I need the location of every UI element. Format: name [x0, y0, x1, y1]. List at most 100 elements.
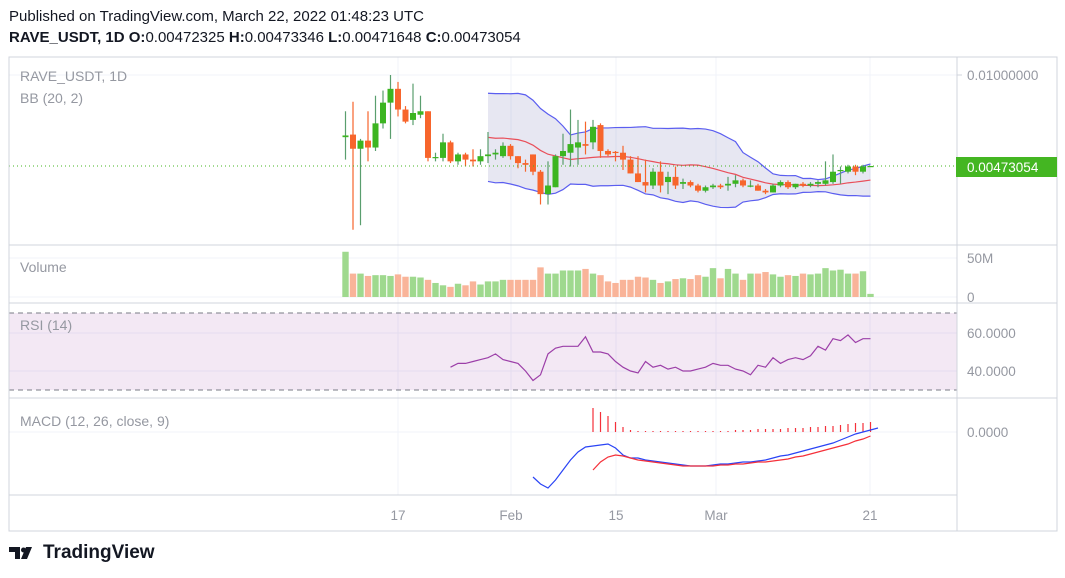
- volume-bar: [372, 275, 379, 297]
- candle-body: [605, 150, 611, 155]
- volume-axis-label: 0: [967, 290, 975, 305]
- volume-bar: [717, 278, 724, 297]
- candle-body: [507, 145, 514, 157]
- legend-bb[interactable]: BB (20, 2): [20, 90, 83, 106]
- candle-body: [620, 152, 626, 160]
- volume-bar: [784, 275, 792, 297]
- volume-bar: [529, 279, 537, 297]
- candle-body: [755, 185, 761, 191]
- candle-body: [665, 176, 671, 183]
- candle-body: [545, 185, 551, 195]
- close-label: C:: [425, 29, 442, 46]
- volume-bar: [469, 281, 477, 297]
- volume-bar: [544, 273, 552, 297]
- candle-body: [410, 112, 416, 120]
- candle-body: [462, 154, 469, 160]
- candle-body: [515, 156, 521, 164]
- macd-histogram-bar: [622, 427, 624, 432]
- volume-bar: [754, 273, 762, 297]
- candle-body: [417, 111, 424, 115]
- volume-bar: [829, 270, 837, 297]
- candle-body: [575, 142, 581, 148]
- macd-histogram-bar: [839, 425, 842, 432]
- legend-volume[interactable]: Volume: [20, 259, 67, 275]
- volume-bar: [687, 279, 694, 297]
- volume-bar: [364, 275, 372, 297]
- rsi-line: [450, 334, 871, 382]
- volume-bar: [807, 274, 814, 297]
- macd-histogram-bar: [854, 423, 857, 432]
- volume-bar: [357, 273, 364, 297]
- candle-body: [770, 185, 776, 193]
- bb-fill: [488, 93, 871, 208]
- candles: [342, 75, 874, 230]
- ohlc-line: RAVE_USDT, 1D O:0.00472325 H:0.00473346 …: [9, 29, 521, 46]
- candle-body: [725, 183, 731, 186]
- bb-upper: [487, 92, 871, 181]
- candle-body: [807, 183, 814, 186]
- volume-bar: [604, 281, 612, 297]
- candle-body: [440, 142, 446, 158]
- candle-body: [710, 185, 716, 188]
- candle-body: [612, 151, 619, 154]
- candle-body: [342, 135, 349, 138]
- legend-rsi[interactable]: RSI (14): [20, 317, 72, 333]
- brand-name: TradingView: [43, 542, 155, 563]
- candle-body: [365, 140, 371, 148]
- candle-body: [357, 140, 364, 149]
- legend-macd[interactable]: MACD (12, 26, close, 9): [20, 413, 169, 429]
- last-price-badge: [956, 157, 1057, 177]
- volume-bar: [739, 279, 747, 297]
- volume-bar: [409, 276, 417, 297]
- candle-body: [590, 126, 596, 143]
- candle-body: [470, 159, 476, 162]
- candle-body: [740, 180, 746, 186]
- high-value: 0.00473346: [244, 29, 324, 46]
- volume-bar: [702, 276, 709, 297]
- macd-histogram-bar: [607, 416, 609, 432]
- candle-body: [597, 125, 604, 151]
- macd-histogram-bar: [682, 431, 684, 432]
- time-axis-label: 15: [608, 508, 623, 523]
- macd-histogram-bar: [869, 422, 872, 432]
- volume-bar: [867, 293, 874, 297]
- macd-histogram-bar: [614, 422, 617, 432]
- candle-body: [650, 171, 656, 186]
- volume-bar: [589, 273, 597, 297]
- tradingview-logo[interactable]: TradingView: [9, 542, 155, 564]
- volume-bar: [484, 281, 492, 297]
- volume-bar: [567, 270, 574, 297]
- last-price-label: 0.00473054: [967, 160, 1039, 175]
- macd-histogram-bar: [757, 429, 759, 432]
- volume-bar: [342, 251, 349, 297]
- macd-histogram-bar: [809, 427, 812, 432]
- volume-bar: [379, 275, 387, 297]
- candle-body: [695, 185, 701, 191]
- volume-bar: [634, 276, 642, 297]
- candle-body: [372, 123, 379, 148]
- candle-body: [852, 166, 859, 172]
- volume-bar: [724, 268, 732, 297]
- candle-body: [657, 171, 664, 186]
- candle-body: [860, 166, 866, 172]
- macd-histogram-bar: [592, 408, 594, 432]
- candle-body: [635, 173, 641, 183]
- candle-body: [350, 134, 356, 149]
- volume-bar: [694, 275, 702, 297]
- volume-bar: [859, 271, 867, 297]
- candle-body: [537, 171, 544, 195]
- macd-histogram-bar: [719, 431, 722, 432]
- signal-line: [592, 435, 871, 471]
- candle-body: [845, 166, 851, 172]
- candle-body: [815, 182, 821, 184]
- macd-series: [532, 408, 879, 489]
- price-axis-label: 0.01000000: [967, 68, 1038, 83]
- volume-bar: [394, 274, 402, 297]
- macd-histogram-bar: [824, 426, 827, 432]
- macd-histogram-bar: [637, 431, 639, 432]
- volume-axis-label: 50M: [967, 251, 993, 266]
- macd-histogram-bar: [674, 431, 677, 432]
- candle-body: [432, 157, 439, 159]
